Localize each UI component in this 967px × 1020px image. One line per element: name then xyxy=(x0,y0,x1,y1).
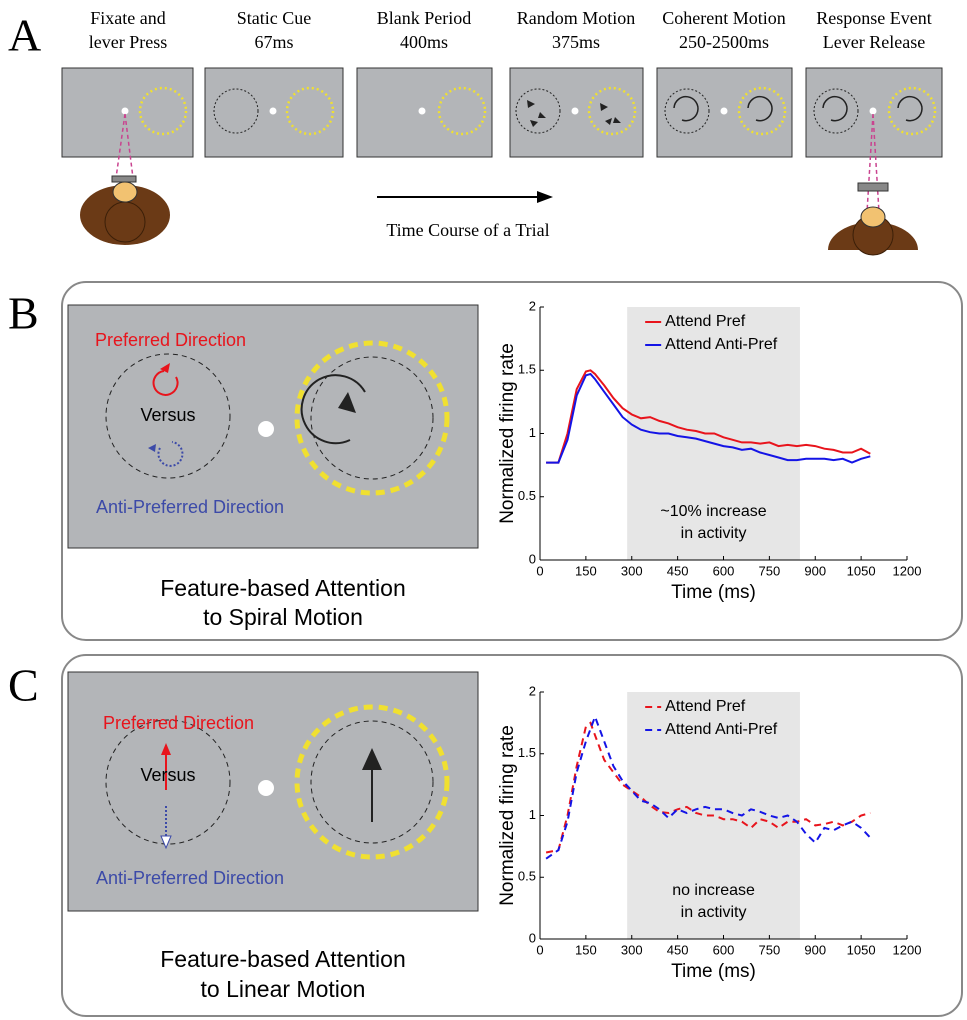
x-tick-label: 0 xyxy=(536,563,543,578)
y-tick-label: 0 xyxy=(529,551,536,566)
step-title: 400ms xyxy=(400,32,448,52)
preferred-label: Preferred Direction xyxy=(103,713,254,733)
y-tick-label: 0 xyxy=(529,930,536,945)
y-tick-label: 1 xyxy=(529,425,536,440)
x-tick-label: 450 xyxy=(667,563,689,578)
step-title: 67ms xyxy=(254,32,293,52)
anti-label: Anti-Preferred Direction xyxy=(96,868,284,888)
step-title: 375ms xyxy=(552,32,600,52)
y-tick-label: 0.5 xyxy=(518,869,536,884)
x-tick-label: 150 xyxy=(575,563,597,578)
step-title: Response Event xyxy=(816,8,931,28)
step-title: Static Cue xyxy=(237,8,312,28)
y-axis-label: Normalized firing rate xyxy=(497,343,518,524)
caption: Feature-based Attention xyxy=(160,575,406,601)
versus-label: Versus xyxy=(140,405,195,425)
arrow-caption: Time Course of a Trial xyxy=(386,220,549,240)
trial-screens xyxy=(62,68,942,157)
step-title: 250-2500ms xyxy=(679,32,769,52)
x-tick-label: 750 xyxy=(759,563,781,578)
anti-label: Anti-Preferred Direction xyxy=(96,497,284,517)
legend-label: Attend Anti-Pref xyxy=(665,336,778,353)
versus-label: Versus xyxy=(140,765,195,785)
x-tick-label: 750 xyxy=(759,942,781,957)
step-title: lever Press xyxy=(89,32,167,52)
x-tick-label: 1050 xyxy=(847,942,876,957)
y-tick-label: 2 xyxy=(529,298,536,313)
x-tick-label: 0 xyxy=(536,942,543,957)
caption: to Linear Motion xyxy=(201,976,366,1002)
x-tick-label: 900 xyxy=(804,563,826,578)
legend-label: Attend Anti-Pref xyxy=(665,721,778,738)
x-tick-label: 1050 xyxy=(847,563,876,578)
x-axis-label: Time (ms) xyxy=(671,582,756,603)
y-axis-label: Normalized firing rate xyxy=(497,725,518,906)
legend-label: Attend Pref xyxy=(665,313,746,330)
step-titles: Fixate and lever Press Static Cue 67ms Blank… xyxy=(89,8,932,52)
x-axis-label: Time (ms) xyxy=(671,961,756,982)
panel-label: B xyxy=(8,288,39,339)
step-title: Coherent Motion xyxy=(662,8,786,28)
step-title: Blank Period xyxy=(377,8,472,28)
step-title: Random Motion xyxy=(517,8,636,28)
time-arrow-head xyxy=(537,191,553,203)
step-title: Lever Release xyxy=(823,32,925,52)
x-tick-label: 150 xyxy=(575,942,597,957)
x-tick-label: 1200 xyxy=(893,942,922,957)
x-tick-label: 300 xyxy=(621,563,643,578)
y-tick-label: 1 xyxy=(529,807,536,822)
y-tick-label: 2 xyxy=(529,683,536,698)
annotation: ~10% increase xyxy=(660,503,766,520)
step-title: Fixate and xyxy=(90,8,165,28)
y-tick-label: 1.5 xyxy=(518,745,536,760)
preferred-label: Preferred Direction xyxy=(95,330,246,350)
subject-icons xyxy=(80,176,918,255)
caption: Feature-based Attention xyxy=(160,946,406,972)
caption: to Spiral Motion xyxy=(203,604,363,630)
y-tick-label: 0.5 xyxy=(518,488,536,503)
x-tick-label: 300 xyxy=(621,942,643,957)
y-tick-label: 1.5 xyxy=(518,362,536,377)
x-tick-label: 450 xyxy=(667,942,689,957)
panel-label: A xyxy=(8,10,41,61)
legend-label: Attend Pref xyxy=(665,698,746,715)
x-tick-label: 1200 xyxy=(893,563,922,578)
x-tick-label: 600 xyxy=(713,942,735,957)
annotation: no increase xyxy=(672,882,755,899)
annotation: in activity xyxy=(681,525,747,542)
x-tick-label: 900 xyxy=(804,942,826,957)
annotation: in activity xyxy=(681,904,747,921)
panel-label: C xyxy=(8,660,39,711)
x-tick-label: 600 xyxy=(713,563,735,578)
figure: A Time Course of a Trial xyxy=(0,0,967,1020)
